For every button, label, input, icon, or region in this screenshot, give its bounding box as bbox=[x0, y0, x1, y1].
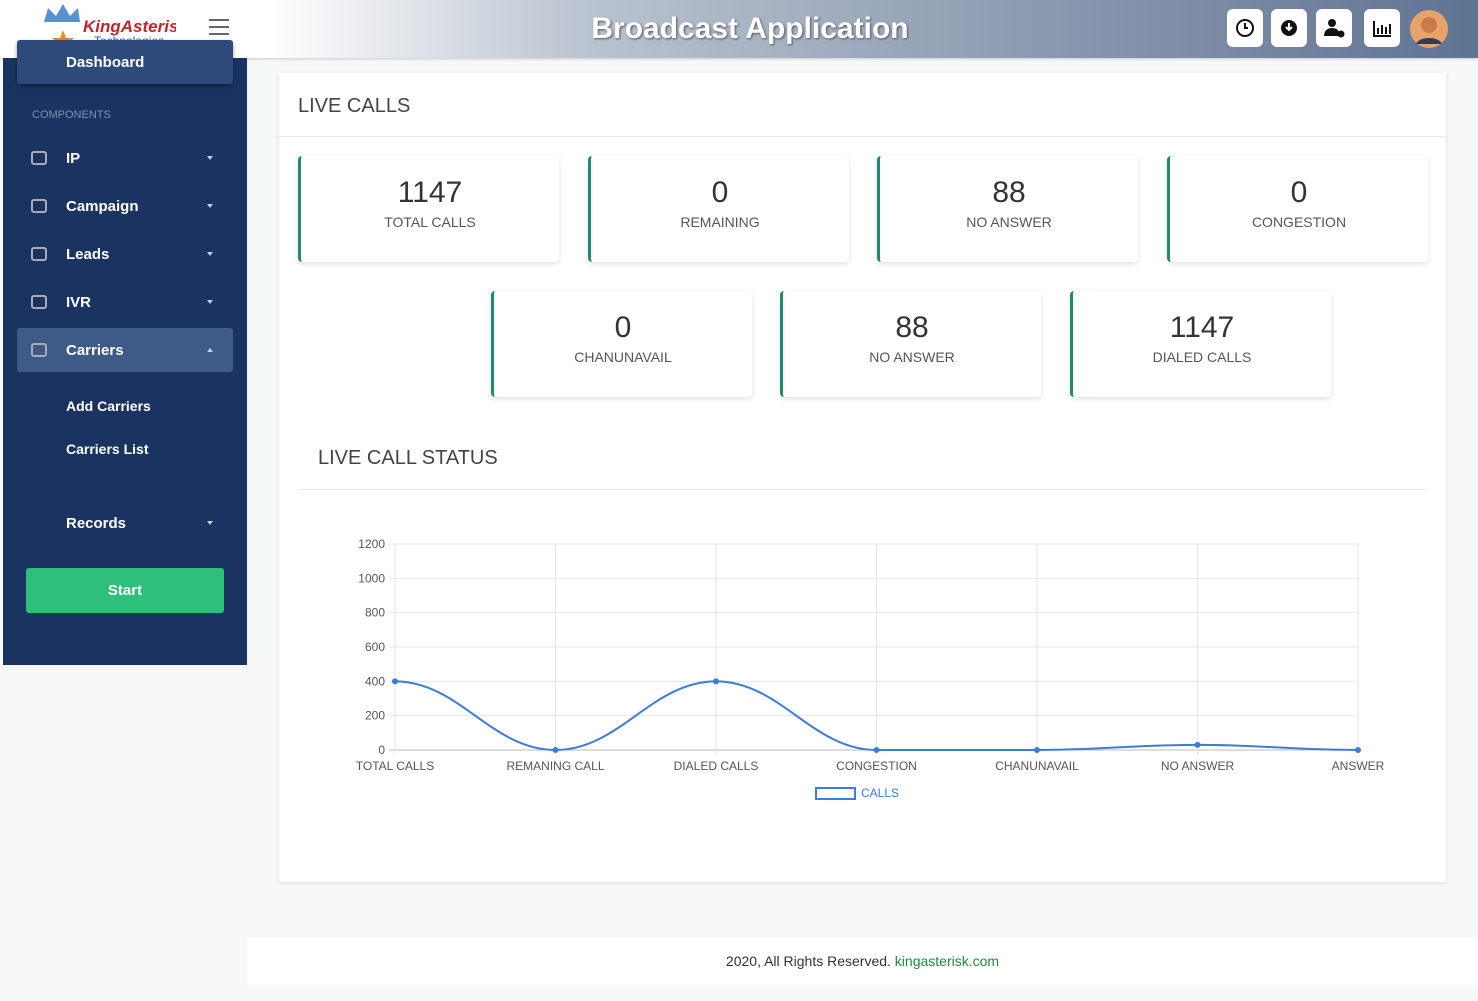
point bbox=[1355, 747, 1361, 753]
divider bbox=[299, 489, 1426, 490]
menu-label: Campaign bbox=[66, 197, 139, 215]
clock-button[interactable] bbox=[1227, 9, 1263, 47]
stat-label: REMAINING bbox=[680, 214, 760, 230]
footer-link[interactable]: kingasterisk.com bbox=[894, 953, 1000, 969]
x-tick-label: TOTAL CALLS bbox=[356, 759, 434, 773]
stat-value: 0 bbox=[1290, 176, 1308, 209]
menu-item[interactable]: Records bbox=[17, 501, 233, 545]
menu-label: IVR bbox=[66, 293, 92, 311]
menu-icon bbox=[31, 343, 47, 357]
point bbox=[873, 747, 880, 753]
stat-label: CHANUNAVAIL bbox=[574, 349, 672, 365]
report-button[interactable] bbox=[1364, 9, 1400, 47]
caret bbox=[207, 348, 213, 352]
legend-swatch bbox=[815, 787, 856, 800]
stat-card: 1147 DIALED CALLS bbox=[1070, 291, 1331, 397]
download-button[interactable] bbox=[1271, 9, 1307, 47]
chart: 0 200 400 600 800 1000 1200 TOTAL CALLS REMANING… bbox=[356, 537, 1385, 800]
user-settings-button[interactable] bbox=[1316, 9, 1352, 47]
caret bbox=[207, 204, 213, 208]
y-tick-label: 1200 bbox=[358, 537, 385, 551]
caret bbox=[207, 300, 213, 304]
point bbox=[1034, 747, 1040, 753]
menu-label: Records bbox=[66, 514, 127, 532]
menu-toggle[interactable] bbox=[208, 18, 230, 36]
menu-icon bbox=[31, 247, 47, 261]
menu-item[interactable]: Campaign bbox=[17, 184, 233, 228]
stat-label: TOTAL CALLS bbox=[384, 214, 476, 230]
logo-text: KingAsterisk bbox=[83, 17, 176, 36]
y-tick-label: 600 bbox=[365, 640, 385, 654]
stat-card: 1147 TOTAL CALLS bbox=[298, 156, 559, 262]
stat-value: 88 bbox=[895, 311, 929, 344]
x-tick-label: REMANING CALL bbox=[506, 759, 604, 773]
stat-card: 0 CONGESTION bbox=[1167, 156, 1428, 262]
submenu-item[interactable]: Carriers List bbox=[66, 441, 149, 457]
stat-label: NO ANSWER bbox=[869, 349, 955, 365]
y-tick-label: 800 bbox=[365, 606, 385, 620]
menu-icon bbox=[31, 295, 47, 309]
stat-card: 88 NO ANSWER bbox=[780, 291, 1041, 397]
stat-label: DIALED CALLS bbox=[1152, 349, 1252, 365]
x-tick-label: CONGESTION bbox=[836, 759, 917, 773]
stat-value: 1147 bbox=[1169, 311, 1235, 344]
menu-label: Leads bbox=[66, 245, 110, 263]
divider bbox=[279, 136, 1446, 137]
stat-value: 0 bbox=[614, 311, 632, 344]
stat-card: 0 CHANUNAVAIL bbox=[491, 291, 752, 397]
point bbox=[552, 747, 559, 753]
menu-item[interactable]: IP bbox=[17, 136, 233, 180]
stat-value: 0 bbox=[711, 176, 729, 209]
x-tick-label: ANSWER bbox=[1332, 759, 1385, 773]
y-tick-label: 200 bbox=[365, 709, 385, 723]
main-card: LIVE CALLS 1147 TOTAL CALLS 0 REMAINING 88 NO… bbox=[279, 73, 1446, 882]
submenu-item[interactable]: Add Carriers bbox=[66, 398, 151, 414]
stat-label: CONGESTION bbox=[1251, 214, 1347, 230]
section-title: LIVE CALLS bbox=[298, 95, 411, 117]
section-label: COMPONENTS bbox=[32, 109, 111, 121]
y-tick-label: 0 bbox=[378, 743, 385, 757]
y-tick-label: 1000 bbox=[358, 571, 385, 585]
menu-item[interactable]: IVR bbox=[17, 280, 233, 324]
y-tick-label: 400 bbox=[365, 674, 385, 688]
stat-card: 88 NO ANSWER bbox=[877, 156, 1138, 262]
caret bbox=[207, 156, 213, 160]
stat-value: 88 bbox=[992, 176, 1026, 209]
point bbox=[392, 678, 398, 685]
x-tick-label: CHANUNAVAIL bbox=[995, 759, 1079, 773]
start-button[interactable]: Start bbox=[26, 568, 224, 613]
legend-label: CALLS bbox=[861, 786, 899, 800]
footer: 2020, All Rights Reserved. kingasterisk.… bbox=[247, 937, 1478, 985]
point bbox=[713, 678, 719, 685]
x-tick-label: DIALED CALLS bbox=[674, 759, 759, 773]
x-tick-label: NO ANSWER bbox=[1161, 759, 1235, 773]
point bbox=[1194, 741, 1201, 748]
header: KingAsterisk Technologies Broadcast Appl… bbox=[0, 0, 1478, 58]
menu-label: Dashboard bbox=[66, 53, 145, 71]
dashboard-item[interactable]: Dashboard bbox=[17, 40, 233, 84]
menu-item[interactable]: Leads bbox=[17, 232, 233, 276]
stat-label: NO ANSWER bbox=[966, 214, 1052, 230]
menu-icon bbox=[31, 199, 47, 213]
sidebar: Dashboard COMPONENTS IP Campaign Leads IVR C… bbox=[3, 40, 247, 665]
chart-title: LIVE CALL STATUS bbox=[318, 447, 498, 469]
menu-label: IP bbox=[66, 149, 81, 167]
app-title: Broadcast Application bbox=[591, 12, 909, 45]
footer-text: 2020, All Rights Reserved. bbox=[725, 953, 891, 969]
menu-icon bbox=[31, 151, 47, 165]
stat-value: 1147 bbox=[397, 176, 463, 209]
menu-item[interactable]: Carriers bbox=[17, 328, 233, 372]
caret bbox=[207, 252, 213, 256]
menu-label: Carriers bbox=[66, 341, 124, 359]
stat-card: 0 REMAINING bbox=[588, 156, 849, 262]
avatar[interactable] bbox=[1408, 8, 1450, 50]
